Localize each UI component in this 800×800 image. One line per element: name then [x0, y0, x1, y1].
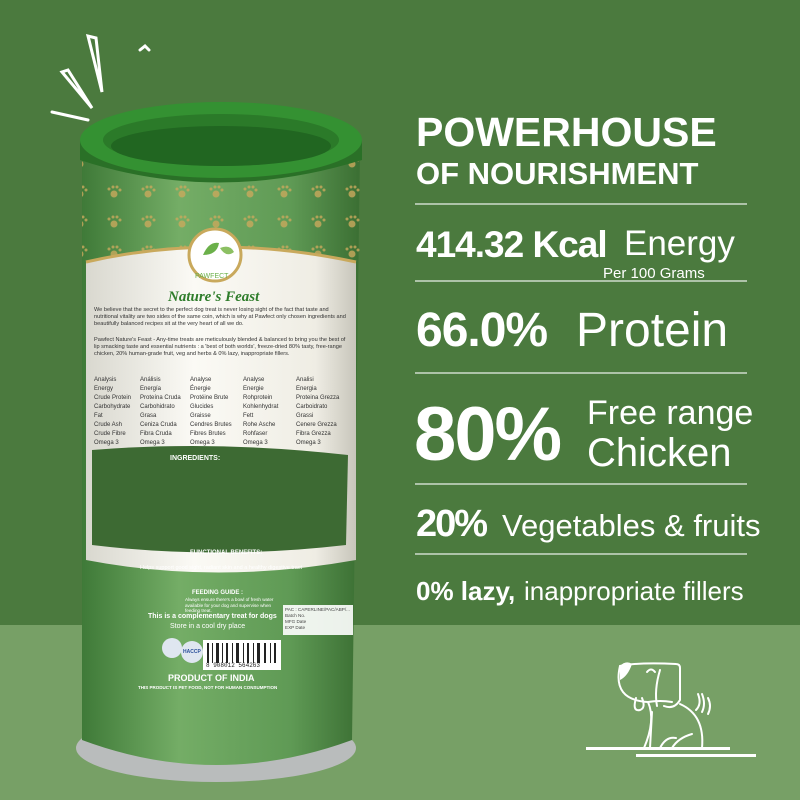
analysis-cell: Crude Ash — [94, 422, 123, 428]
analysis-cell: Énergie — [190, 386, 211, 392]
analysis-cell: Omega 3 — [94, 440, 119, 446]
analysis-cell: Proteína Cruda — [140, 395, 181, 401]
analysis-cell: Carboidrato — [296, 404, 328, 410]
fillers-label: inappropriate fillers — [524, 576, 744, 606]
batch-field: EXP Date — [285, 625, 306, 630]
can-product-name: Nature's Feast — [168, 289, 260, 305]
analysis-cell: Glucides — [190, 404, 214, 410]
analysis-cell: Graisse — [190, 413, 211, 419]
analysis-cell: Energie — [243, 386, 264, 392]
can-benefits-text: Helps support good sight, radiant skin a… — [140, 565, 303, 571]
analysis-cell: Crude Protein — [94, 395, 132, 401]
can-ingredients-title: INGREDIENTS: — [170, 455, 221, 462]
analysis-cell: Analyse — [190, 377, 212, 383]
divider — [415, 372, 747, 374]
analysis-cell: Ceniza Cruda — [140, 422, 177, 428]
analysis-cell: Rohe Asche — [243, 422, 276, 428]
haccp-badge — [181, 641, 203, 663]
analysis-cell: Analyse — [243, 377, 265, 383]
chicken-label-line1: Free range — [587, 394, 754, 432]
energy-label: Energy — [624, 224, 735, 263]
divider — [415, 553, 747, 555]
fillers-value: 0% lazy, — [416, 576, 516, 606]
can-origin: PRODUCT OF INDIA — [168, 673, 255, 683]
analysis-cell: Proteina Grezza — [296, 395, 340, 401]
analysis-cell: Carbohidrato — [140, 404, 175, 410]
analysis-cell: Energia — [296, 386, 317, 392]
can-description: Pawfect Nature's Feast - Any-time treats… — [94, 337, 346, 357]
analysis-cell: Omega 3 — [296, 440, 321, 446]
batch-field: Batch No. — [285, 613, 306, 618]
divider — [415, 280, 747, 282]
analysis-cell: Protéine Brute — [190, 395, 229, 401]
analysis-cell: Omega 3 — [243, 440, 268, 446]
can-intro: We believe that the secret to the perfec… — [94, 307, 346, 327]
can-benefits-title: FUNCTIONAL BENEFITS: — [190, 550, 263, 556]
analysis-cell: Analysis — [94, 377, 117, 383]
veg-value: 20% — [416, 503, 488, 545]
analysis-cell: Energía — [140, 386, 162, 392]
headline-line2: OF NOURISHMENT — [416, 156, 699, 191]
analysis-cell: Fett — [243, 413, 254, 419]
analysis-cell: Omega 3 — [140, 440, 165, 446]
analysis-column: Analyse Energie Rohprotein Kohlenhydrat Fett… — [243, 376, 278, 448]
analysis-cell: Energy — [94, 386, 114, 392]
analysis-cell: Crude Fibre — [94, 431, 126, 437]
analysis-column: Analysis Energy Crude Protein Carbohydrate F… — [94, 376, 131, 448]
analysis-cell: Fat — [94, 413, 103, 419]
chicken-label-line2: Chicken — [587, 431, 732, 475]
analysis-column: Analyse Énergie Protéine Brute Glucides Grai… — [190, 376, 232, 448]
analysis-column: Análisis Energía Proteína Cruda Carbohidrat… — [140, 376, 181, 448]
analysis-cell: Análisis — [140, 377, 161, 383]
can-feeding-text: Always ensure there's a bowl of fresh wa… — [185, 597, 274, 613]
headline-line1: POWERHOUSE — [416, 109, 717, 155]
analysis-cell: Fibres Brutes — [190, 431, 226, 437]
can-certification: HACCP — [183, 649, 201, 655]
divider — [415, 483, 747, 485]
can-feeding-title: FEEDING GUIDE : — [192, 590, 244, 596]
protein-label: Protein — [576, 304, 729, 357]
analysis-column: Analisi Energia Proteina Grezza Carboidrato… — [296, 376, 339, 448]
batch-field: MFG Date — [285, 619, 307, 624]
veg-label: Vegetables & fruits — [502, 508, 761, 543]
energy-sublabel: Per 100 Grams — [603, 265, 705, 282]
analysis-cell: Carbohydrate — [94, 404, 131, 410]
divider — [415, 203, 747, 205]
batch-field: PAC : CAPERLINE/PAC/ABP/... — [285, 607, 350, 612]
can-storage: Store in a cool dry place — [170, 623, 246, 630]
sparkle-lines-icon — [50, 33, 151, 122]
analysis-cell: Grassi — [296, 413, 314, 419]
can-brand: PAWFECT — [195, 273, 229, 280]
can-disclaimer: THIS PRODUCT IS PET FOOD, NOT FOR HUMAN … — [138, 685, 278, 690]
can-batch-box: PAC : CAPERLINE/PAC/ABP/... Batch No. MF… — [285, 607, 351, 631]
analysis-cell: Omega 3 — [190, 440, 215, 446]
analysis-cell: Fibra Grezza — [296, 431, 331, 437]
analysis-cell: Analisi — [296, 377, 314, 383]
can-barcode-number: 8 908012 564263 — [206, 662, 261, 669]
analysis-cell: Rohprotein — [243, 395, 273, 401]
analysis-cell: Rohfaser — [243, 431, 268, 437]
analysis-cell: Cenere Grezza — [296, 422, 337, 428]
analysis-cell: Fibra Cruda — [140, 431, 172, 437]
analysis-cell: Kohlenhydrat — [243, 404, 279, 410]
chicken-value: 80% — [414, 392, 562, 477]
can-complementary: This is a complementary treat for dogs — [148, 613, 277, 620]
analysis-cell: Grasa — [140, 413, 157, 419]
protein-value: 66.0% — [416, 304, 548, 357]
energy-value: 414.32 Kcal — [416, 224, 608, 265]
analysis-cell: Cendres Brutes — [190, 422, 232, 428]
